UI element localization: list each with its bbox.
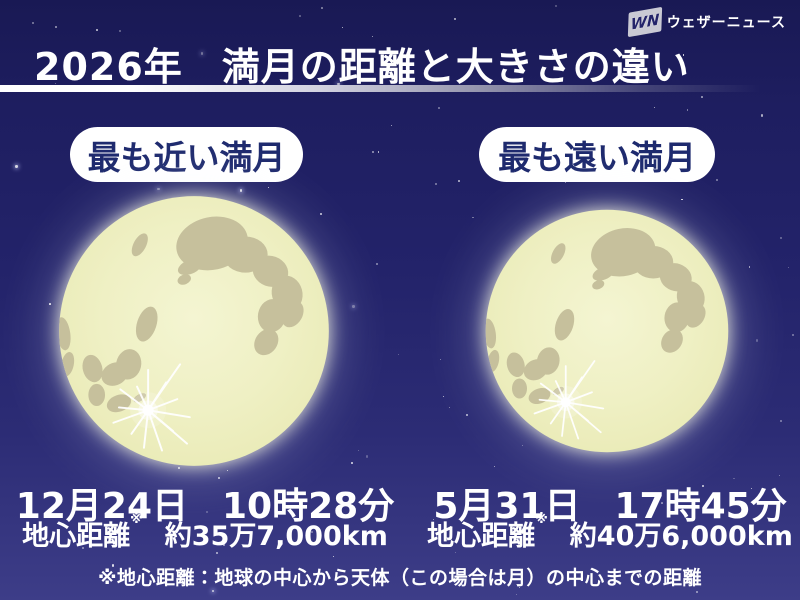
star-dot xyxy=(375,262,378,265)
star-dot xyxy=(49,302,52,305)
star-dot xyxy=(365,455,369,458)
star-dot xyxy=(352,305,355,308)
footnote-mark: ※ xyxy=(535,512,548,527)
star-dot xyxy=(792,333,795,336)
farthest-moon-distance-value: 約40万6,000km xyxy=(569,521,793,552)
star-dot xyxy=(435,182,438,186)
star-dot xyxy=(653,106,655,108)
star-dot xyxy=(715,178,718,181)
star-dot xyxy=(332,555,335,558)
star-dot xyxy=(442,395,444,397)
star-dot xyxy=(515,593,518,595)
weathernews-logo: WN ウェザーニュース xyxy=(627,6,786,38)
star-dot xyxy=(440,358,442,360)
star-dot xyxy=(15,165,18,168)
star-dot xyxy=(494,466,496,468)
farthest-moon-label-pill: 最も遠い満月 xyxy=(479,127,715,182)
closest-moon-date: 12月24日 xyxy=(15,486,188,527)
star-dot xyxy=(377,151,380,154)
star-dot xyxy=(756,339,759,342)
star-dot xyxy=(438,107,440,109)
star-dot xyxy=(397,353,399,355)
star-dot xyxy=(565,182,567,184)
closest-moon-time: 10時28分 xyxy=(222,486,395,527)
star-dot xyxy=(788,267,790,269)
star-dot xyxy=(458,180,461,182)
star-dot xyxy=(780,237,782,239)
star-dot xyxy=(267,186,269,188)
title-divider xyxy=(0,85,800,92)
star-dot xyxy=(372,151,375,154)
star-dot xyxy=(695,590,698,593)
star-dot xyxy=(701,96,703,98)
star-dot xyxy=(157,187,160,191)
title-bar: 2026年 満月の距離と大きさの違い WN ウェザーニュース xyxy=(0,0,800,92)
star-dot xyxy=(448,407,450,409)
star-dot xyxy=(748,266,750,268)
closest-moon-label-pill: 最も近い満月 xyxy=(70,127,303,182)
weathernews-logo-text: ウェザーニュース xyxy=(666,15,786,31)
star-dot xyxy=(358,449,360,451)
farthest-moon-distance: 地心距離※ 約40万6,000km xyxy=(415,512,800,553)
closest-moon-distance-value: 約35万7,000km xyxy=(164,521,388,552)
farthest-moon-time: 17時45分 xyxy=(614,486,787,527)
farthest-moon-label: 最も遠い満月 xyxy=(498,137,696,177)
closest-moon-illustration xyxy=(55,192,333,470)
distance-label: 地心距離 xyxy=(427,521,536,552)
farthest-moon-date: 5月31日 xyxy=(433,486,581,527)
farthest-moon-illustration xyxy=(482,206,732,456)
closest-moon-distance: 地心距離※ 約35万7,000km xyxy=(10,512,400,553)
star-dot xyxy=(390,124,392,126)
footnote-mark: ※ xyxy=(130,512,143,527)
distance-label: 地心距離 xyxy=(22,521,131,552)
footnote: ※地心距離：地球の中心から天体（この場合は月）の中心までの距離 xyxy=(98,567,702,589)
star-dot xyxy=(211,589,215,593)
star-dot xyxy=(471,216,474,219)
closest-moon-datetime: 12月24日 10時28分 xyxy=(10,477,400,529)
wn-logo-icon: WN xyxy=(627,6,662,38)
star-dot xyxy=(351,462,354,465)
farthest-moon-datetime: 5月31日 17時45分 xyxy=(415,477,800,529)
star-dot xyxy=(686,109,689,111)
star-dot xyxy=(681,198,683,201)
closest-moon-label: 最も近い満月 xyxy=(87,137,286,177)
star-dot xyxy=(760,114,764,117)
star-dot xyxy=(466,413,469,416)
star-dot xyxy=(780,420,783,423)
page-title: 2026年 満月の距離と大きさの違い xyxy=(34,45,690,89)
star-dot xyxy=(779,475,781,477)
